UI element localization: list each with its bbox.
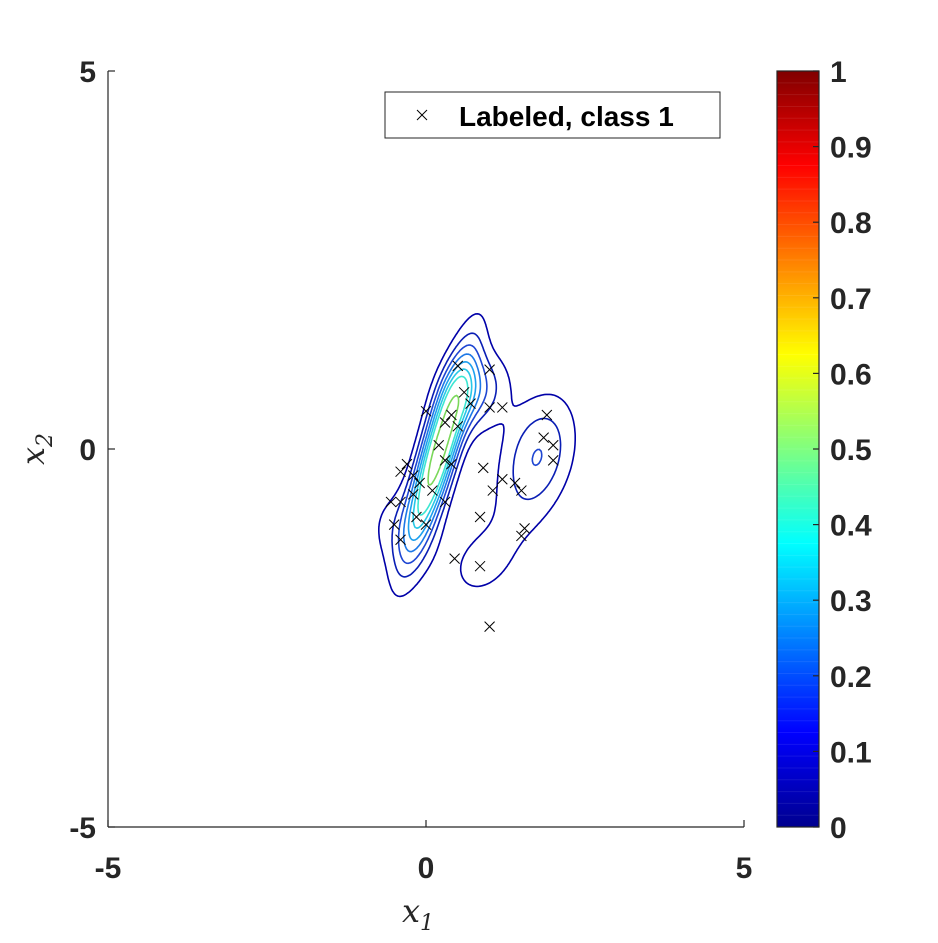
legend-entry-label: Labeled, class 1 xyxy=(459,101,674,132)
data-point-1 xyxy=(484,364,495,375)
x-axis-label: x1 xyxy=(402,892,434,936)
colorbar-tick-label-5: 0.5 xyxy=(830,434,872,467)
data-point-18 xyxy=(401,458,413,470)
data-point-28 xyxy=(516,485,527,496)
contour-level-0 xyxy=(378,313,576,598)
data-point-12 xyxy=(547,439,559,451)
x-tick-label-min: -5 xyxy=(95,852,122,885)
plot-area xyxy=(108,71,744,827)
colorbar-tick-label-3: 0.3 xyxy=(830,585,872,618)
data-point-39 xyxy=(474,560,486,572)
data-point-25 xyxy=(439,496,451,508)
data-point-2 xyxy=(458,386,470,398)
data-point-14 xyxy=(433,439,445,451)
legend-box xyxy=(384,91,721,139)
colorbar-tick-label-10: 1 xyxy=(830,56,847,89)
x-tick-label-max: 5 xyxy=(736,852,753,885)
y-axis-label: x2 xyxy=(14,433,58,465)
data-point-35 xyxy=(519,523,530,534)
data-point-10 xyxy=(541,409,553,421)
data-point-13 xyxy=(547,454,559,466)
data-point-5 xyxy=(496,402,508,413)
data-point-0 xyxy=(452,360,464,372)
colorbar-tick-label-0: 0 xyxy=(830,812,847,845)
y-axis-label-sub: 2 xyxy=(33,433,58,448)
y-tick-label-min: -5 xyxy=(69,812,96,845)
data-point-33 xyxy=(420,519,432,530)
data-point-21 xyxy=(414,477,425,489)
data-point-30 xyxy=(385,496,397,508)
data-point-9 xyxy=(452,420,464,432)
colorbar-tick-label-9: 0.9 xyxy=(830,132,872,165)
data-point-15 xyxy=(439,454,451,466)
colorbar-tick-label-1: 0.1 xyxy=(830,736,872,769)
colorbar-ticks: 0 0.1 0.2 0.3 0.4 0.5 0.6 0.7 0.8 0.9 1 xyxy=(813,56,872,845)
legend: Labeled, class 1 xyxy=(384,91,721,139)
data-point-20 xyxy=(395,466,406,478)
colorbar-tick-label-6: 0.6 xyxy=(830,358,872,391)
y-axis-label-main: x xyxy=(14,447,52,465)
contour-level-2 xyxy=(397,344,543,565)
colorbar-tick-label-8: 0.8 xyxy=(830,207,872,240)
x-axis-label-sub: 1 xyxy=(420,911,434,936)
data-point-26 xyxy=(496,473,508,485)
data-point-29 xyxy=(487,485,499,496)
legend-marker xyxy=(416,109,428,121)
contour-level-6 xyxy=(417,375,469,516)
y-tick-label-max: 5 xyxy=(79,56,96,89)
data-point-24 xyxy=(427,485,438,496)
scatter-points xyxy=(385,360,559,633)
data-point-40 xyxy=(484,621,495,633)
data-point-32 xyxy=(411,511,422,523)
y-tick-label-mid: 0 xyxy=(79,434,96,467)
data-point-27 xyxy=(509,477,521,489)
colorbar: 0 0.1 0.2 0.3 0.4 0.5 0.6 0.7 0.8 0.9 1 xyxy=(776,56,872,845)
colorbar-tick-label-4: 0.4 xyxy=(830,510,872,543)
data-point-23 xyxy=(395,496,406,508)
data-point-7 xyxy=(446,409,457,421)
data-point-16 xyxy=(446,458,457,470)
x-axis-label-main: x xyxy=(402,892,420,930)
contour-level-7 xyxy=(427,394,460,486)
data-point-22 xyxy=(407,489,419,500)
data-point-36 xyxy=(516,530,527,542)
x-tick-label-mid: 0 xyxy=(418,852,435,885)
colorbar-bands xyxy=(777,82,819,816)
colorbar-tick-label-7: 0.7 xyxy=(830,283,872,316)
data-point-31 xyxy=(388,519,400,530)
data-point-19 xyxy=(407,470,419,481)
data-point-11 xyxy=(538,432,550,444)
colorbar-gradient xyxy=(777,71,819,827)
data-point-4 xyxy=(484,402,495,413)
axis-ticks xyxy=(107,70,745,828)
colorbar-tick-label-2: 0.2 xyxy=(830,661,872,694)
data-point-34 xyxy=(474,511,486,523)
data-point-8 xyxy=(439,417,451,428)
data-point-38 xyxy=(449,553,460,564)
data-point-17 xyxy=(477,462,489,474)
data-point-6 xyxy=(420,405,432,417)
data-point-3 xyxy=(465,398,476,409)
density-contours xyxy=(378,313,576,598)
data-point-37 xyxy=(395,534,406,546)
